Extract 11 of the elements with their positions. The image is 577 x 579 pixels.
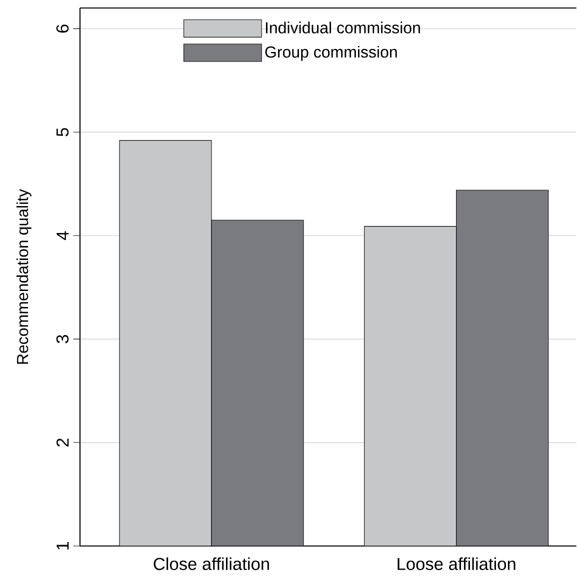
legend-label: Individual commission — [266, 22, 420, 34]
y-tick-label: 4 — [56, 231, 69, 240]
x-tick-label: Close affiliation — [154, 557, 269, 570]
x-tick-label: Loose affiliation — [398, 557, 516, 570]
y-tick-label: 6 — [56, 24, 69, 33]
y-tick-label: 2 — [56, 438, 69, 446]
y-axis-title: Recommendation quality — [16, 189, 32, 364]
legend-label: Group commission — [265, 46, 397, 61]
y-tick-label: 5 — [56, 128, 69, 136]
y-tick-label: 1 — [56, 542, 69, 550]
y-tick-label: 3 — [56, 335, 69, 344]
